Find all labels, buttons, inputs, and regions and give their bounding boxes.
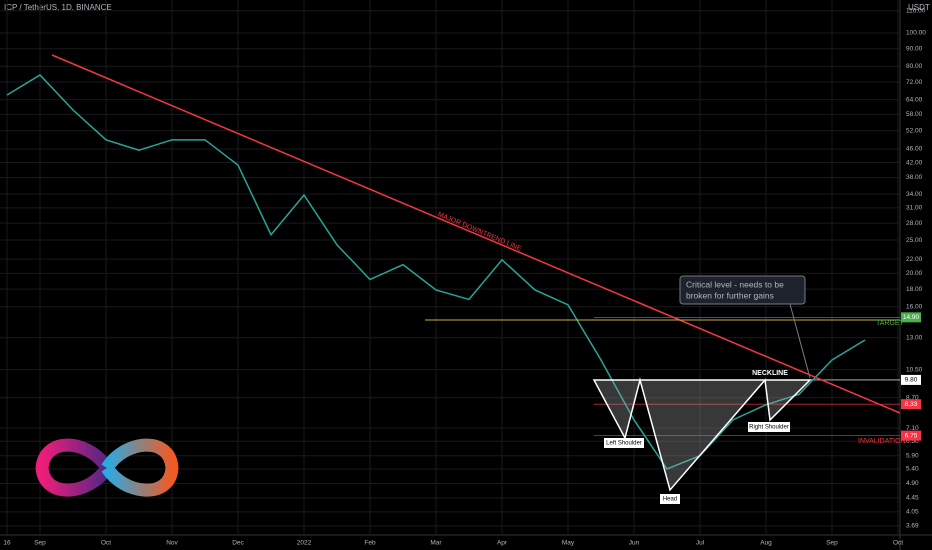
y-tick-label: 52.00 (906, 127, 923, 134)
x-tick-label: Aug (760, 540, 772, 547)
label-box (660, 494, 680, 504)
target-label: TARGET (876, 320, 905, 327)
logo (35, 438, 179, 497)
invalidation-label: INVALIDATION (858, 438, 906, 445)
y-tick-label: 64.00 (906, 96, 923, 103)
head-shoulders (592, 377, 812, 492)
y-unit: USDT (908, 3, 930, 12)
y-tick-label: 72.00 (906, 79, 923, 86)
y-tick-label: 31.00 (906, 205, 923, 212)
x-tick-label: Oct (893, 540, 903, 547)
right-shoulder: Right Shoulder (749, 425, 789, 431)
level-label: 6.75 (905, 432, 918, 439)
trend-label: MAJOR DOWNTREND LINE (436, 211, 522, 253)
x-tick-label: May (562, 540, 575, 547)
callout-pointer (789, 303, 811, 379)
y-tick-label: 13.00 (906, 334, 923, 341)
y-tick-label: 18.00 (906, 286, 923, 293)
y-tick-label: 100.00 (906, 30, 926, 37)
x-tick-label: Oct (101, 540, 111, 547)
y-tick-label: 22.00 (906, 256, 923, 263)
level-label: 8.33 (905, 401, 918, 408)
y-tick-label: 4.90 (906, 480, 919, 487)
y-tick-label: 34.00 (906, 191, 923, 198)
level-label: 14.90 (903, 314, 920, 321)
x-tick-label: Nov (166, 540, 178, 547)
y-tick-label: 4.45 (906, 495, 919, 502)
chart-title: ICP / TetherUS, 1D, BINANCE (4, 3, 112, 12)
x-tick-label: Jun (629, 540, 640, 547)
price-line (6, 73, 866, 470)
x-tick-label: 16 (3, 540, 11, 547)
head-label: Head (663, 497, 677, 503)
y-tick-label: 58.00 (906, 111, 923, 118)
level-box (901, 312, 921, 323)
x-tick-label: Mar (430, 540, 442, 547)
y-tick-label: 46.00 (906, 146, 923, 153)
y-tick-label: 25.00 (906, 237, 923, 244)
y-tick-label: 4.05 (906, 509, 919, 516)
label-box (604, 438, 644, 448)
y-tick-label: 3.69 (906, 523, 919, 530)
y-tick-label: 90.00 (906, 45, 923, 52)
callout-text: Critical level - needs to be (686, 279, 784, 289)
y-tick-label: 28.00 (906, 220, 923, 227)
y-tick-label: 5.40 (906, 466, 919, 473)
y-tick-label: 20.00 (906, 270, 923, 277)
y-tick-label: 7.10 (906, 425, 919, 432)
level-box (901, 374, 921, 385)
y-tick-label: 6.50 (906, 438, 919, 445)
callout (679, 275, 806, 305)
downtrend-line (51, 54, 901, 414)
x-tick-label: Sep (826, 540, 838, 547)
x-tick-label: Jul (696, 540, 705, 547)
y-tick-label: 10.50 (906, 366, 923, 373)
level-box (901, 399, 921, 410)
callout-text: broken for further gains (686, 290, 774, 300)
neckline-label: NECKLINE (752, 370, 788, 377)
y-tick-label: 16.00 (906, 303, 923, 310)
x-tick-label: Dec (232, 540, 244, 547)
level-label: 9.80 (905, 377, 918, 384)
label-box (748, 422, 790, 432)
x-tick-label: Feb (364, 540, 376, 547)
x-tick-label: Sep (34, 540, 46, 547)
left-shoulder: Left Shoulder (606, 441, 642, 447)
x-tick-label: 2022 (297, 540, 312, 547)
y-tick-label: 8.70 (906, 394, 919, 401)
x-tick-label: Apr (497, 540, 508, 547)
y-tick-label: 5.90 (906, 452, 919, 459)
y-tick-label: 116.00 (906, 8, 926, 15)
level-box (901, 430, 921, 441)
y-tick-label: 80.00 (906, 63, 923, 70)
y-tick-label: 38.00 (906, 174, 923, 181)
y-tick-label: 42.00 (906, 159, 923, 166)
